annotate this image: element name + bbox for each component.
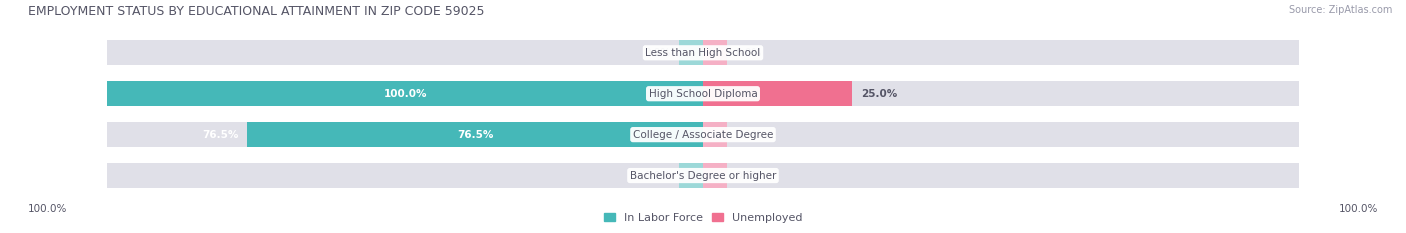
Bar [107,40,1299,65]
Text: 76.5%: 76.5% [457,130,494,140]
Bar [703,122,727,147]
Text: 25.0%: 25.0% [860,89,897,99]
Bar [679,40,703,65]
Text: Source: ZipAtlas.com: Source: ZipAtlas.com [1288,5,1392,15]
Text: 0.0%: 0.0% [735,130,762,140]
Text: 100.0%: 100.0% [28,204,67,214]
Bar [107,81,703,106]
Text: 0.0%: 0.0% [735,171,762,181]
Bar [247,122,703,147]
Text: Bachelor's Degree or higher: Bachelor's Degree or higher [630,171,776,181]
Bar [107,81,1299,106]
Bar [703,81,852,106]
Text: Less than High School: Less than High School [645,48,761,58]
Text: 0.0%: 0.0% [644,48,671,58]
Bar [703,163,727,188]
Text: 100.0%: 100.0% [384,89,427,99]
Text: EMPLOYMENT STATUS BY EDUCATIONAL ATTAINMENT IN ZIP CODE 59025: EMPLOYMENT STATUS BY EDUCATIONAL ATTAINM… [28,5,485,18]
Bar [247,122,703,147]
Bar [703,81,852,106]
Bar [703,40,727,65]
Legend: In Labor Force, Unemployed: In Labor Force, Unemployed [599,209,807,227]
Bar [107,81,703,106]
Bar [107,122,1299,147]
Text: High School Diploma: High School Diploma [648,89,758,99]
Text: 0.0%: 0.0% [735,48,762,58]
Text: 100.0%: 100.0% [55,89,98,99]
Text: 100.0%: 100.0% [1339,204,1378,214]
Text: 0.0%: 0.0% [644,171,671,181]
Bar [679,163,703,188]
Bar [107,163,1299,188]
Text: College / Associate Degree: College / Associate Degree [633,130,773,140]
Text: 76.5%: 76.5% [202,130,238,140]
